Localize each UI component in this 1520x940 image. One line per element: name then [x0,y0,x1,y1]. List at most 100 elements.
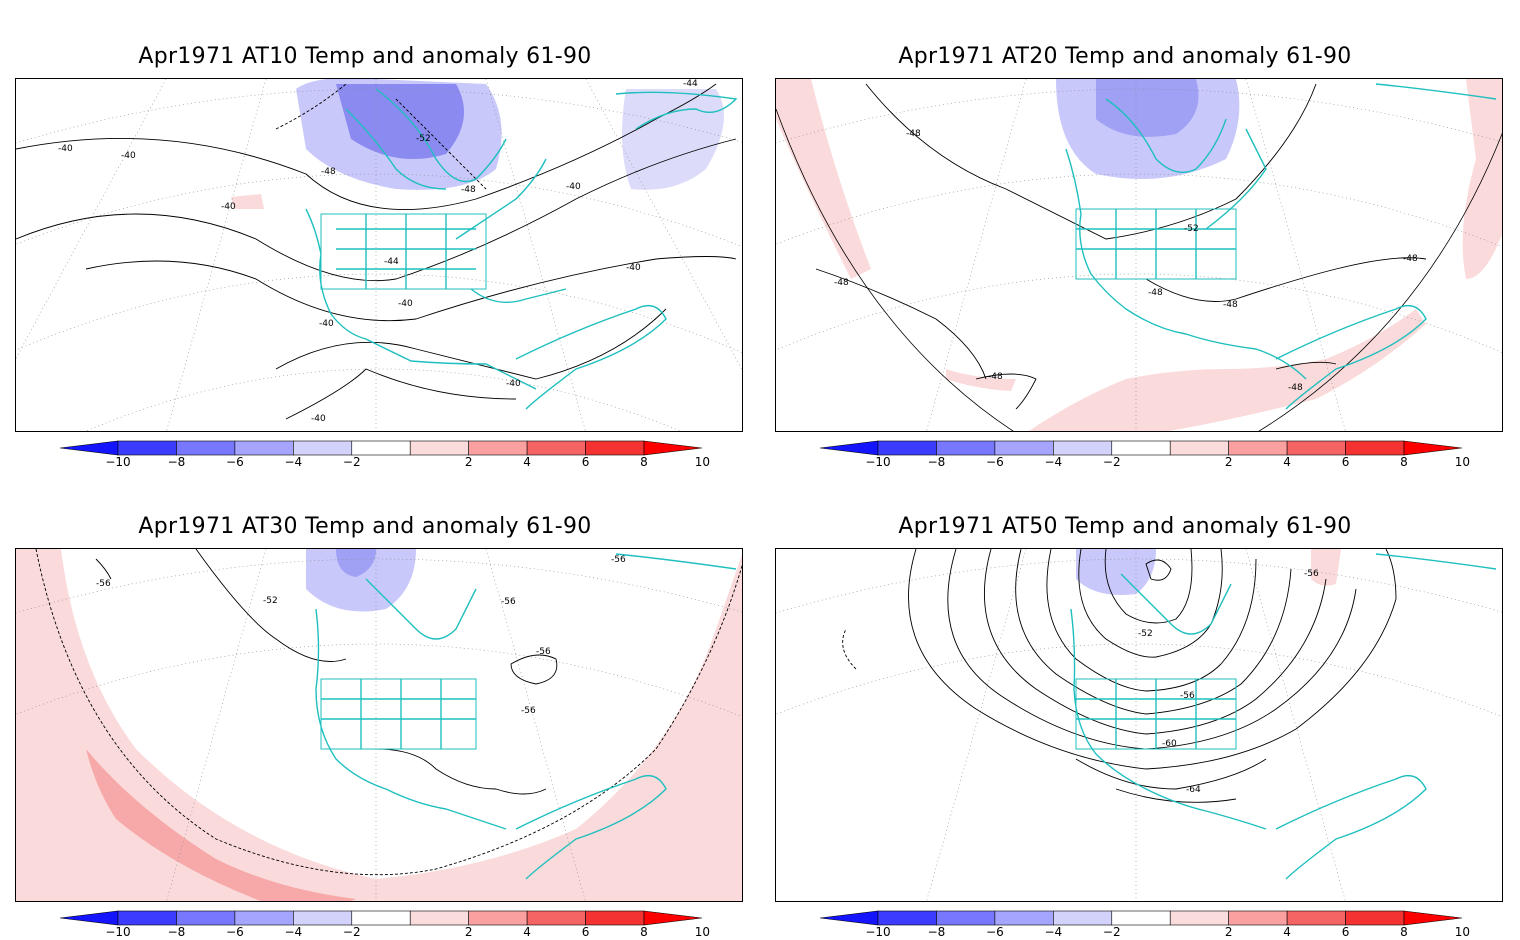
panel-title: Apr1971 AT50 Temp and anomaly 61-90 [898,514,1352,539]
svg-text:-56: -56 [521,706,536,716]
colorbar-tick-label: 6 [581,925,590,939]
map-frame: -40 -40 -40 -48 -52 -48 -40 -44 -40 -40 … [15,78,743,432]
colorbar-tick-label: −4 [1044,925,1063,939]
colorbar-segment [1111,440,1171,456]
colorbar-segment [877,440,937,456]
colorbar-segment [1286,910,1346,926]
svg-text:-40: -40 [566,182,581,192]
panel-at30: Apr1971 AT30 Temp and anomaly 61-90 [0,470,760,940]
contour-labels: -56 -52 -56 -60 -64 [1138,569,1319,795]
positive-anomaly-band [776,79,871,279]
colorbar-segment [293,910,353,926]
positive-anomaly-region [231,194,264,209]
svg-text:-56: -56 [96,579,111,589]
panel-at20: Apr1971 AT20 Temp and anomaly 61-90 [760,0,1520,470]
colorbar-tick-label: −10 [865,925,891,939]
svg-text:-40: -40 [626,263,641,273]
colorbar-tick-label: −8 [927,455,946,469]
svg-text:-40: -40 [398,299,413,309]
contours [16,83,737,420]
colorbar-segment [468,440,528,456]
positive-anomaly-band-strong [86,749,356,901]
colorbar-graphic [60,910,702,926]
svg-text:-48: -48 [834,278,849,288]
svg-text:-64: -64 [1186,785,1201,795]
colorbar-tick-label: −6 [986,925,1004,939]
negative-anomaly-core [336,84,464,159]
colorbar-tick-label: −4 [284,925,303,939]
svg-text:-60: -60 [1162,739,1177,749]
svg-text:-40: -40 [319,319,334,329]
colorbar-segment [409,440,469,456]
colorbar-segment [351,910,411,926]
positive-anomaly-band [1462,79,1502,279]
colorbar-tick-label: −10 [105,455,131,469]
positive-anomaly-band [946,369,1016,391]
colorbar-segment [351,440,411,456]
colorbar-segment [176,440,236,456]
colorbar: −10 −8 −6 −4 −2 2 4 6 8 10 [820,910,1470,940]
map-at30: -56 -52 -56 -56 -56 -56 [16,549,742,901]
contour-labels: -48 -52 -48 -48 -48 -48 -48 -48 [834,129,1418,393]
colorbar-tick-label: 8 [640,925,648,939]
svg-text:-48: -48 [461,185,476,195]
colorbar-segment [585,910,645,926]
colorbar-left-arrow [60,440,119,456]
colorbar: −10 −8 −6 −4 −2 2 4 6 8 10 [60,910,710,940]
negative-anomaly-core [336,549,376,577]
panel-at50: Apr1971 AT50 Temp and anomaly 61-90 [760,470,1520,940]
svg-text:-48: -48 [1403,254,1418,264]
colorbar-segment [1053,910,1113,926]
svg-text:-48: -48 [906,129,921,139]
colorbar-graphic [820,440,1462,456]
colorbar-tick-label: −6 [226,455,244,469]
colorbar-segment [994,910,1054,926]
colorbar-tick-label: −2 [342,925,361,939]
colorbar-tick-label: 2 [1224,455,1233,469]
colorbar-segment [409,910,469,926]
colorbar-tick-label: 6 [1341,925,1350,939]
svg-text:-48: -48 [1223,300,1238,310]
colorbar-segment [526,440,586,456]
colorbar-segment [585,440,645,456]
svg-text:-48: -48 [988,372,1003,382]
colorbar-tick-label: 10 [1454,455,1471,469]
svg-text:-44: -44 [683,79,698,89]
svg-text:-48: -48 [1148,288,1163,298]
colorbar-right-arrow [643,910,702,926]
colorbar-tick-label: −2 [1102,925,1121,939]
negative-anomaly-region [1076,549,1156,595]
colorbar-tick-label: 2 [464,455,473,469]
colorbar-segment [1286,440,1346,456]
colorbar-tick-label: 4 [523,925,531,939]
svg-text:-40: -40 [311,414,326,424]
contours [35,549,742,876]
panel-title: Apr1971 AT10 Temp and anomaly 61-90 [138,44,592,69]
negative-anomaly-region [306,549,416,612]
panel-title: Apr1971 AT20 Temp and anomaly 61-90 [898,44,1352,69]
colorbar-segment [1111,910,1171,926]
colorbar-tick-label: 4 [1283,455,1291,469]
coastlines [305,88,738,410]
svg-text:-52: -52 [263,596,278,606]
colorbar-tick-label: 10 [694,455,711,469]
graticule [776,79,1502,431]
colorbar-tick-label: −2 [1102,455,1121,469]
colorbar-segment [117,440,177,456]
map-frame: -56 -52 -56 -56 -56 -56 [15,548,743,902]
colorbar-right-arrow [1403,440,1462,456]
colorbar-segment [1228,910,1288,926]
contour-labels: -56 -52 -56 -56 -56 -56 [96,555,626,716]
graticule [776,549,1502,901]
svg-text:-40: -40 [506,379,521,389]
colorbar-segment [1169,440,1229,456]
colorbar-segment [936,440,996,456]
colorbar-segment [234,440,294,456]
colorbar-segment [1053,440,1113,456]
colorbar-right-arrow [643,440,702,456]
colorbar-left-arrow [820,910,879,926]
panel-title: Apr1971 AT30 Temp and anomaly 61-90 [138,514,592,539]
colorbar-tick-label: −2 [342,455,361,469]
map-at50: -56 -52 -56 -60 -64 [776,549,1502,901]
svg-text:-52: -52 [1138,629,1153,639]
